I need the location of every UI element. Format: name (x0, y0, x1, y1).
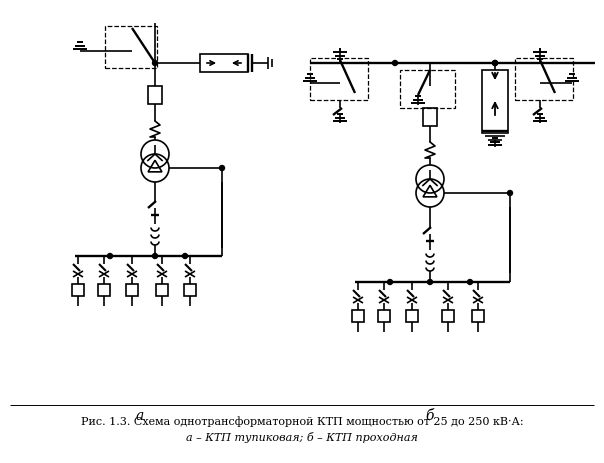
Circle shape (182, 254, 187, 259)
Bar (156, 284, 168, 296)
Circle shape (219, 166, 225, 171)
Bar (98, 284, 110, 296)
Bar (378, 310, 390, 322)
Bar (442, 310, 454, 322)
Bar (72, 284, 84, 296)
Bar (310, 59, 368, 101)
Bar (105, 27, 157, 69)
Bar (400, 71, 455, 109)
Bar (515, 59, 573, 101)
Bar (472, 310, 484, 322)
Bar (482, 71, 508, 134)
Circle shape (152, 254, 158, 259)
Circle shape (388, 280, 393, 285)
Circle shape (467, 280, 472, 285)
Text: а: а (136, 408, 144, 422)
Circle shape (108, 254, 112, 259)
Text: Рис. 1.3. Схема однотрансформаторной КТП мощностью от 25 до 250 кВ·А:: Рис. 1.3. Схема однотрансформаторной КТП… (81, 416, 523, 426)
Bar (184, 284, 196, 296)
Circle shape (152, 62, 158, 66)
Bar (406, 310, 418, 322)
Bar (352, 310, 364, 322)
Text: а – КТП тупиковая; б – КТП проходная: а – КТП тупиковая; б – КТП проходная (186, 432, 418, 443)
Circle shape (428, 280, 432, 285)
Circle shape (507, 191, 513, 196)
Bar (423, 109, 437, 127)
Text: б: б (426, 408, 434, 422)
Circle shape (393, 62, 397, 66)
Bar (148, 87, 162, 105)
Bar (126, 284, 138, 296)
Circle shape (492, 62, 498, 66)
Circle shape (492, 62, 498, 66)
Bar (200, 55, 248, 73)
